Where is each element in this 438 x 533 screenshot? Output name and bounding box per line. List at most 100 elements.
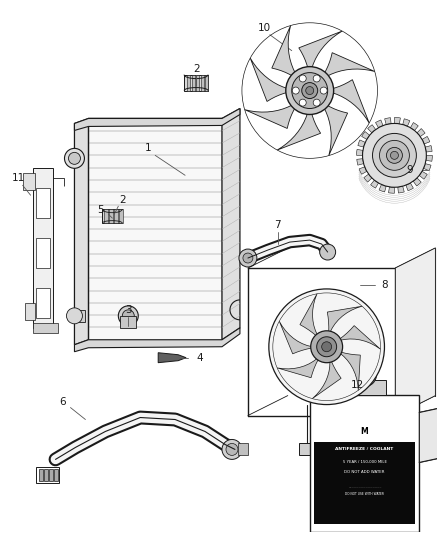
- Polygon shape: [336, 351, 360, 390]
- Polygon shape: [119, 209, 123, 223]
- Text: 5 YEAR / 150,000 MILE: 5 YEAR / 150,000 MILE: [343, 461, 387, 464]
- Text: ANTIFREEZE / COOLANT: ANTIFREEZE / COOLANT: [336, 447, 394, 451]
- Polygon shape: [104, 209, 108, 223]
- Polygon shape: [53, 470, 57, 481]
- Polygon shape: [417, 128, 425, 136]
- Circle shape: [239, 249, 257, 267]
- Circle shape: [299, 75, 306, 82]
- Polygon shape: [364, 174, 372, 182]
- Circle shape: [363, 124, 426, 187]
- Polygon shape: [184, 75, 208, 91]
- Polygon shape: [238, 443, 248, 455]
- Polygon shape: [312, 357, 341, 399]
- Polygon shape: [74, 328, 240, 352]
- Text: 5: 5: [97, 205, 104, 215]
- Polygon shape: [158, 353, 186, 362]
- Polygon shape: [277, 355, 321, 378]
- Polygon shape: [318, 53, 375, 82]
- Polygon shape: [398, 186, 404, 193]
- Circle shape: [311, 331, 343, 362]
- Polygon shape: [310, 394, 419, 532]
- Circle shape: [292, 72, 328, 109]
- Text: 2: 2: [193, 63, 199, 74]
- Polygon shape: [395, 117, 400, 124]
- Polygon shape: [426, 155, 432, 161]
- Polygon shape: [321, 79, 369, 123]
- Circle shape: [306, 86, 314, 94]
- Text: 4: 4: [197, 353, 203, 363]
- Polygon shape: [300, 294, 320, 340]
- Polygon shape: [406, 183, 413, 191]
- Polygon shape: [23, 173, 35, 190]
- Circle shape: [353, 362, 377, 386]
- Polygon shape: [299, 443, 355, 455]
- Polygon shape: [410, 123, 418, 131]
- Polygon shape: [396, 248, 435, 416]
- Polygon shape: [35, 188, 49, 218]
- Polygon shape: [187, 75, 190, 91]
- Polygon shape: [39, 470, 42, 481]
- Polygon shape: [357, 149, 363, 155]
- Polygon shape: [318, 99, 348, 156]
- Polygon shape: [191, 75, 194, 91]
- Polygon shape: [419, 171, 427, 179]
- Text: ___________________: ___________________: [348, 484, 381, 488]
- Polygon shape: [43, 470, 48, 481]
- Polygon shape: [49, 470, 53, 481]
- Circle shape: [67, 308, 82, 324]
- Polygon shape: [222, 109, 240, 340]
- Circle shape: [226, 443, 238, 455]
- Circle shape: [243, 253, 253, 263]
- Text: 8: 8: [381, 280, 388, 290]
- Circle shape: [122, 310, 134, 322]
- Circle shape: [64, 148, 85, 168]
- Circle shape: [269, 289, 385, 405]
- Polygon shape: [359, 167, 367, 174]
- Polygon shape: [32, 323, 57, 333]
- Polygon shape: [424, 164, 431, 171]
- Text: 9: 9: [406, 165, 413, 175]
- Polygon shape: [250, 58, 298, 101]
- Circle shape: [302, 83, 318, 99]
- Polygon shape: [375, 120, 383, 128]
- Polygon shape: [32, 168, 53, 328]
- Polygon shape: [299, 31, 342, 78]
- Circle shape: [357, 367, 372, 383]
- Polygon shape: [74, 109, 240, 131]
- Text: DO NOT ADD WATER: DO NOT ADD WATER: [344, 470, 385, 474]
- Polygon shape: [425, 146, 432, 152]
- Polygon shape: [379, 184, 386, 192]
- Polygon shape: [389, 187, 395, 193]
- Polygon shape: [362, 132, 370, 140]
- Polygon shape: [74, 310, 85, 322]
- Polygon shape: [102, 209, 122, 223]
- Text: 7: 7: [275, 220, 281, 230]
- Polygon shape: [88, 118, 222, 340]
- Circle shape: [379, 140, 410, 171]
- Circle shape: [390, 151, 399, 159]
- Polygon shape: [205, 75, 208, 91]
- Polygon shape: [110, 209, 113, 223]
- Circle shape: [313, 99, 320, 106]
- Text: DO NOT USE WITH WATER: DO NOT USE WITH WATER: [345, 492, 384, 496]
- Circle shape: [321, 342, 332, 352]
- Circle shape: [222, 439, 242, 459]
- Text: 1: 1: [145, 143, 152, 154]
- Polygon shape: [385, 118, 391, 125]
- Polygon shape: [367, 125, 376, 133]
- Polygon shape: [245, 99, 301, 128]
- Polygon shape: [358, 140, 365, 147]
- Polygon shape: [357, 159, 364, 165]
- Circle shape: [118, 306, 138, 326]
- Circle shape: [313, 75, 320, 82]
- Polygon shape: [403, 119, 410, 126]
- Polygon shape: [272, 26, 301, 82]
- Circle shape: [317, 337, 337, 357]
- Circle shape: [299, 99, 306, 106]
- Polygon shape: [35, 238, 49, 268]
- Polygon shape: [114, 209, 118, 223]
- Circle shape: [292, 87, 299, 94]
- Circle shape: [320, 87, 327, 94]
- Polygon shape: [120, 316, 136, 328]
- Polygon shape: [279, 321, 317, 354]
